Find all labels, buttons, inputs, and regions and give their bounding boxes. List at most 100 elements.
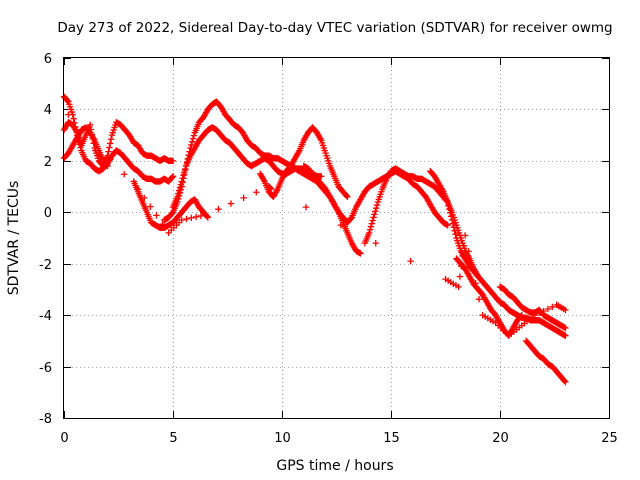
data-point — [180, 172, 187, 179]
data-point — [134, 185, 142, 193]
data-point — [159, 220, 166, 228]
data-point — [197, 212, 205, 220]
data-point — [549, 303, 556, 311]
series-track-13 — [522, 337, 569, 386]
data-point — [344, 193, 351, 201]
data-point — [449, 220, 457, 227]
x-axis-label: GPS time / hours — [276, 458, 393, 474]
data-point — [446, 206, 453, 213]
data-point — [107, 156, 114, 163]
data-point — [79, 126, 86, 133]
data-point — [452, 231, 459, 238]
series-track-7 — [257, 124, 351, 201]
data-point — [93, 141, 100, 148]
y-tick-label: 2 — [44, 155, 52, 170]
data-point — [190, 132, 198, 139]
plot-frame — [63, 57, 610, 419]
data-point — [371, 211, 378, 218]
data-point — [372, 204, 380, 212]
series-track-12 — [496, 283, 569, 332]
data-point — [72, 123, 79, 131]
data-point — [407, 257, 414, 265]
data-point — [468, 264, 476, 271]
data-point — [472, 280, 479, 287]
data-point — [106, 144, 113, 151]
data-point — [153, 212, 160, 219]
data-point — [455, 283, 462, 291]
data-point — [192, 213, 200, 221]
data-point — [531, 311, 539, 319]
data-point — [518, 311, 525, 319]
x-tick-label: 5 — [169, 431, 177, 446]
x-tick-label: 0 — [60, 431, 68, 446]
data-point — [343, 192, 350, 200]
data-point — [562, 378, 569, 386]
grid — [64, 58, 609, 418]
y-tick-label: 6 — [44, 52, 52, 67]
data-point — [544, 305, 552, 313]
data-point — [561, 377, 568, 385]
data-point — [188, 214, 195, 222]
data-point — [461, 232, 469, 239]
y-tick-label: -4 — [39, 309, 52, 324]
data-point — [562, 324, 569, 332]
data-point — [77, 144, 84, 151]
data-point — [366, 229, 373, 237]
data-point — [189, 135, 197, 142]
data-point — [366, 226, 374, 233]
x-tick-label: 20 — [492, 431, 509, 446]
y-tick-labels: -8 -6 -4 -2 0 2 4 6 — [39, 52, 52, 427]
data-point — [65, 111, 72, 118]
data-point — [370, 214, 377, 221]
data-point — [169, 157, 177, 165]
data-point — [367, 223, 375, 230]
data-point — [368, 220, 376, 227]
data-point — [447, 213, 455, 220]
data-point — [179, 175, 186, 182]
data-point — [107, 140, 114, 147]
data-point — [169, 173, 177, 180]
data-point — [253, 189, 260, 196]
data-point — [457, 263, 465, 270]
data-point — [178, 216, 185, 224]
data-point — [175, 190, 182, 197]
chart-title: Day 273 of 2022, Sidereal Day-to-day VTE… — [57, 20, 612, 36]
data-points — [60, 93, 569, 386]
data-point — [64, 97, 71, 104]
data-point — [147, 203, 154, 210]
data-point — [103, 161, 110, 169]
data-point — [174, 193, 181, 201]
y-tick-label: -6 — [39, 361, 52, 376]
data-point — [562, 306, 569, 314]
data-point — [215, 206, 222, 213]
y-tick-label: -8 — [39, 412, 52, 427]
data-point — [372, 239, 379, 247]
data-point — [445, 202, 452, 209]
x-tick-label: 15 — [383, 431, 400, 446]
data-point — [168, 174, 176, 181]
y-tick-label: 0 — [44, 206, 52, 221]
data-point — [448, 216, 456, 224]
series-track-2 — [60, 93, 177, 185]
x-tick-labels: 0 5 10 15 20 25 — [60, 431, 617, 446]
x-tick-label: 10 — [274, 431, 291, 446]
data-point — [517, 312, 525, 320]
series-track-10 — [427, 167, 569, 339]
data-point — [227, 200, 235, 207]
data-point — [562, 332, 569, 339]
data-point — [373, 201, 381, 209]
axis-ticks — [64, 58, 610, 419]
data-point — [444, 221, 451, 229]
data-point — [465, 248, 472, 255]
data-point — [104, 162, 111, 170]
data-point — [182, 165, 189, 173]
data-point — [240, 194, 247, 202]
data-point — [86, 121, 94, 129]
y-axis-label: SDTVAR / TECUs — [6, 181, 22, 296]
data-point — [76, 141, 83, 148]
data-point — [540, 307, 547, 315]
data-point — [175, 187, 183, 194]
data-point — [178, 178, 185, 185]
data-point — [456, 273, 464, 280]
